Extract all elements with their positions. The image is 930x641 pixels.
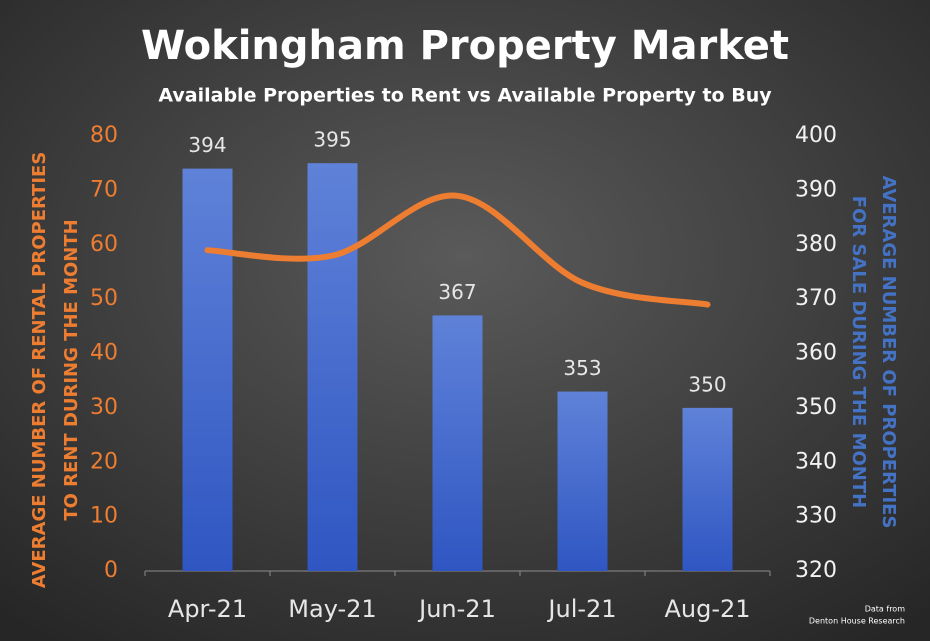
y-tick-label: 20 <box>90 449 118 474</box>
bar <box>682 407 733 571</box>
y-tick-label: 80 <box>90 123 118 148</box>
y2-tick-label: 320 <box>795 558 837 583</box>
y2-tick-label: 350 <box>795 395 837 420</box>
bar-value-label: 395 <box>313 128 351 152</box>
line <box>204 192 711 308</box>
y-tick-label: 0 <box>104 558 118 583</box>
bar-value-label: 367 <box>438 280 476 304</box>
chart-subtitle: Available Properties to Rent vs Availabl… <box>158 85 772 107</box>
y-tick-label: 40 <box>90 341 118 366</box>
y2-tick-label: 400 <box>795 123 837 148</box>
bar <box>557 391 608 571</box>
x-tick-label: May-21 <box>288 595 376 623</box>
y2-tick-label: 380 <box>795 232 837 257</box>
x-tick-label: Jul-21 <box>546 595 616 623</box>
source-note: Data from <box>865 605 905 614</box>
y2-axis-title-line: AVERAGE NUMBER OF PROPERTIES <box>878 176 899 529</box>
y-tick-label: 30 <box>90 395 118 420</box>
y2-axis-title-line: FOR SALE DURING THE MONTH <box>848 196 869 508</box>
y-axis-title: AVERAGE NUMBER OF RENTAL PROPERTIES TO R… <box>29 152 82 589</box>
x-tick-label: Apr-21 <box>168 595 247 623</box>
y-tick-label: 10 <box>90 504 118 529</box>
source-note: Denton House Research <box>809 617 905 626</box>
bar-value-label: 353 <box>563 356 601 380</box>
y2-tick-label: 390 <box>795 177 837 202</box>
y2-tick-label: 330 <box>795 504 837 529</box>
y-tick-label: 60 <box>90 232 118 257</box>
bar-value-label: 350 <box>688 372 726 396</box>
x-tick-label: Jun-21 <box>417 595 496 623</box>
y2-tick-label: 370 <box>795 286 837 311</box>
y2-tick-label: 340 <box>795 449 837 474</box>
y2-tick-label: 360 <box>795 341 837 366</box>
y-axis-title-line: TO RENT DURING THE MONTH <box>61 219 82 520</box>
bar <box>432 315 483 571</box>
bar <box>307 163 358 571</box>
x-tick-label: Aug-21 <box>664 595 750 623</box>
y2-axis-title: AVERAGE NUMBER OF PROPERTIES FOR SALE DU… <box>848 176 899 529</box>
chart-title: Wokingham Property Market <box>141 23 789 69</box>
bar-value-label: 394 <box>188 133 226 157</box>
bar <box>182 168 233 571</box>
y-tick-label: 50 <box>90 286 118 311</box>
y-tick-label: 70 <box>90 177 118 202</box>
y-axis-title-line: AVERAGE NUMBER OF RENTAL PROPERTIES <box>29 152 50 589</box>
